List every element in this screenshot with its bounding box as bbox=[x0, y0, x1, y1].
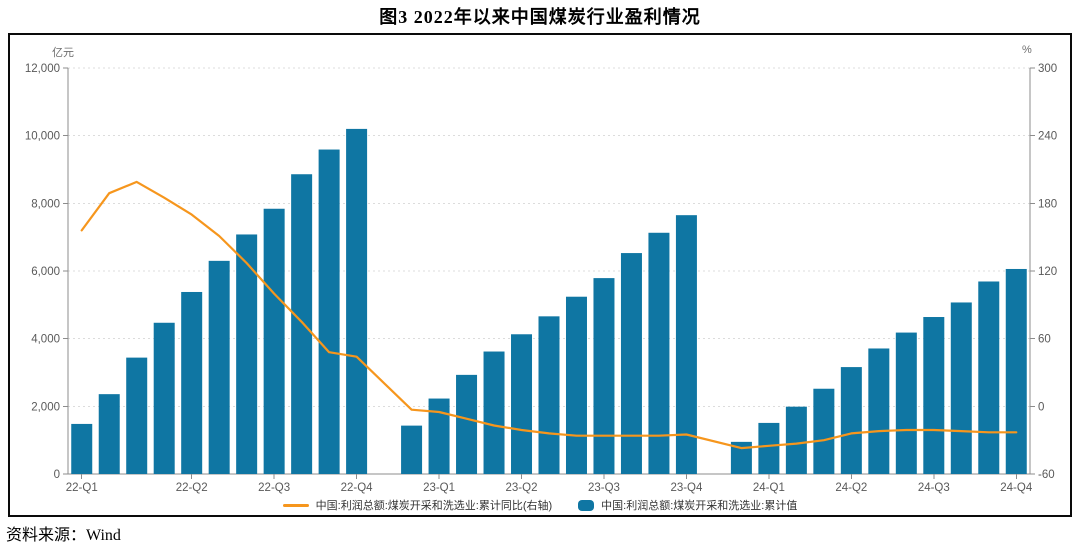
bar bbox=[620, 253, 642, 474]
bar bbox=[895, 332, 917, 474]
left-axis-tick-label: 2,000 bbox=[31, 401, 60, 413]
bar bbox=[730, 441, 752, 474]
x-axis-tick-label: 22-Q3 bbox=[258, 482, 290, 494]
bar bbox=[71, 423, 93, 474]
left-axis-tick-label: 6,000 bbox=[31, 266, 60, 278]
right-axis-tick-label: 300 bbox=[1038, 63, 1057, 75]
x-axis-tick-label: 22-Q1 bbox=[66, 482, 98, 494]
bar bbox=[291, 174, 313, 474]
bar bbox=[208, 260, 230, 474]
bar bbox=[263, 208, 285, 474]
right-axis-tick-label: 0 bbox=[1038, 401, 1044, 413]
x-axis-tick-label: 23-Q1 bbox=[423, 482, 455, 494]
bar bbox=[675, 215, 697, 475]
bar bbox=[483, 351, 505, 474]
bar-swatch-icon bbox=[578, 499, 595, 511]
chart-legend: 中国:利润总额:煤炭开采和洗选业:累计同比(右轴) 中国:利润总额:煤炭开采和洗… bbox=[0, 497, 1080, 513]
right-axis-tick-label: 240 bbox=[1038, 131, 1057, 143]
bar bbox=[593, 278, 615, 474]
bar bbox=[346, 128, 368, 474]
right-axis-tick-label: -60 bbox=[1038, 469, 1055, 481]
x-axis-tick-label: 23-Q4 bbox=[670, 482, 703, 494]
x-axis-tick-label: 23-Q3 bbox=[588, 482, 620, 494]
bar bbox=[401, 425, 423, 474]
bar bbox=[950, 302, 972, 474]
right-axis-tick-label: 180 bbox=[1038, 198, 1057, 210]
bar bbox=[98, 394, 120, 474]
bar bbox=[538, 316, 560, 474]
bar bbox=[1005, 268, 1027, 474]
bar bbox=[840, 367, 862, 474]
legend-label: 中国:利润总额:煤炭开采和洗选业:累计值 bbox=[601, 500, 798, 512]
bar bbox=[456, 374, 478, 474]
chart-title: 图3 2022年以来中国煤炭行业盈利情况 bbox=[379, 7, 701, 27]
yoy-trend-line bbox=[80, 180, 1018, 450]
right-axis-unit-label: % bbox=[1022, 44, 1032, 56]
bar bbox=[648, 232, 670, 474]
x-axis-tick-label: 22-Q2 bbox=[176, 482, 208, 494]
bar bbox=[318, 149, 340, 474]
left-axis-tick-label: 4,000 bbox=[31, 334, 60, 346]
left-axis-tick-label: 0 bbox=[54, 469, 60, 481]
source-note: 资料来源：Wind bbox=[6, 527, 121, 544]
bar bbox=[565, 296, 587, 474]
x-axis-tick-label: 24-Q1 bbox=[753, 482, 785, 494]
left-axis-tick-label: 10,000 bbox=[25, 131, 60, 143]
bar bbox=[236, 234, 258, 474]
legend-item-cumulative-bar: 中国:利润总额:煤炭开采和洗选业:累计值 bbox=[578, 497, 797, 513]
bar bbox=[868, 348, 890, 474]
left-axis-tick-label: 12,000 bbox=[25, 63, 60, 75]
line-swatch-icon bbox=[282, 503, 309, 507]
x-axis-tick-label: 23-Q2 bbox=[506, 482, 538, 494]
left-axis-tick-label: 8,000 bbox=[31, 198, 60, 210]
bar bbox=[978, 281, 1000, 474]
left-axis-unit-label: 亿元 bbox=[52, 47, 74, 59]
bar bbox=[758, 422, 780, 474]
bar bbox=[126, 357, 148, 474]
bar bbox=[511, 334, 533, 474]
x-axis-tick-label: 24-Q2 bbox=[835, 482, 867, 494]
right-axis-tick-label: 60 bbox=[1038, 334, 1051, 346]
x-axis-tick-label: 24-Q4 bbox=[1000, 482, 1033, 494]
bar bbox=[923, 317, 945, 474]
bar bbox=[153, 322, 175, 474]
bar bbox=[813, 388, 835, 474]
x-axis-tick-label: 22-Q4 bbox=[341, 482, 374, 494]
right-axis-tick-label: 120 bbox=[1038, 266, 1057, 278]
legend-item-yoy-line: 中国:利润总额:煤炭开采和洗选业:累计同比(右轴) bbox=[282, 497, 553, 513]
legend-label: 中国:利润总额:煤炭开采和洗选业:累计同比(右轴) bbox=[315, 500, 553, 512]
x-axis-tick-label: 24-Q3 bbox=[918, 482, 950, 494]
bar bbox=[428, 398, 450, 474]
bar bbox=[181, 291, 203, 474]
bar bbox=[785, 406, 807, 474]
